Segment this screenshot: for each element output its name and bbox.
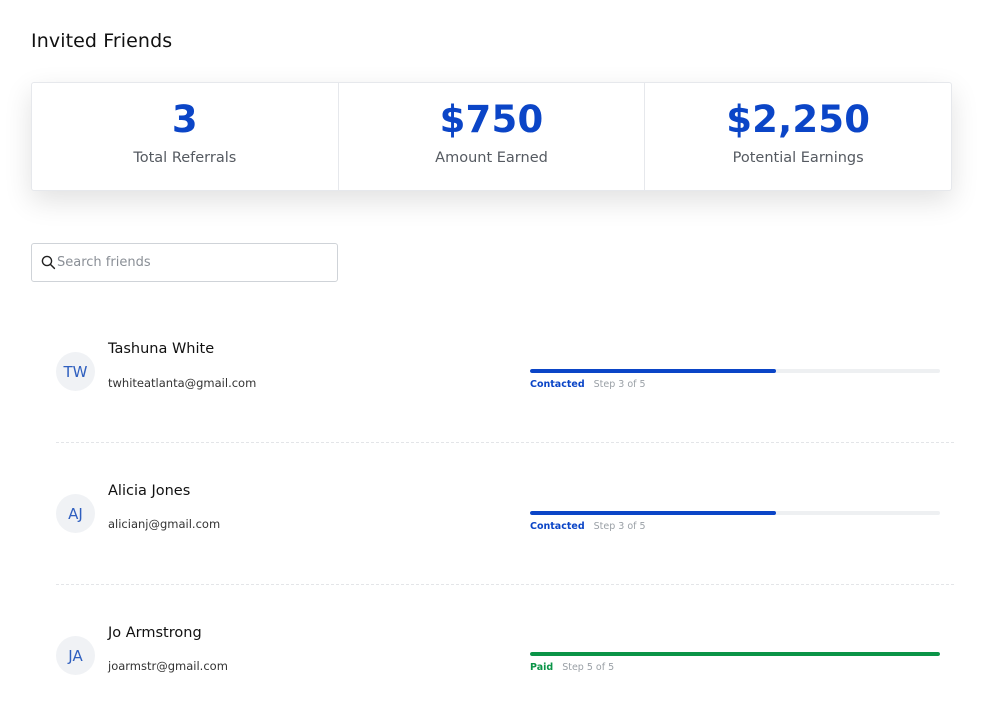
avatar: TW — [56, 352, 95, 391]
avatar: AJ — [56, 494, 95, 533]
step-label: Step 5 of 5 — [562, 662, 615, 673]
search-icon — [41, 255, 56, 270]
stat-value: $750 — [439, 98, 544, 141]
stat-label: Potential Earnings — [732, 150, 864, 166]
progress-fill — [530, 511, 776, 515]
progress-bar — [530, 511, 940, 515]
stat-amount-earned: $750 Amount Earned — [339, 83, 646, 190]
status-label: Contacted — [530, 521, 585, 532]
friend-email: twhiteatlanta@gmail.com — [108, 376, 257, 390]
friend-email: joarmstr@gmail.com — [108, 659, 228, 673]
friend-row[interactable]: TW Tashuna White twhiteatlanta@gmail.com… — [56, 301, 954, 443]
friend-name: Tashuna White — [108, 341, 215, 357]
referral-stats-card: 3 Total Referrals $750 Amount Earned $2,… — [31, 82, 952, 191]
friend-row[interactable]: JA Jo Armstrong joarmstr@gmail.com Paid … — [56, 585, 954, 727]
progress-caption: Paid Step 5 of 5 — [530, 662, 614, 673]
stat-total-referrals: 3 Total Referrals — [32, 83, 339, 190]
stat-value: 3 — [171, 98, 198, 141]
page-title: Invited Friends — [31, 30, 173, 52]
progress-caption: Contacted Step 3 of 5 — [530, 379, 646, 390]
friend-name: Jo Armstrong — [108, 625, 202, 641]
progress-fill — [530, 652, 940, 656]
search-input[interactable] — [57, 255, 317, 270]
stat-potential-earnings: $2,250 Potential Earnings — [645, 83, 951, 190]
stat-label: Total Referrals — [133, 150, 237, 166]
friend-name: Alicia Jones — [108, 483, 191, 499]
avatar: JA — [56, 636, 95, 675]
stat-label: Amount Earned — [435, 150, 548, 166]
progress-bar — [530, 652, 940, 656]
friend-email: alicianj@gmail.com — [108, 517, 221, 531]
status-label: Paid — [530, 662, 554, 673]
progress-bar — [530, 369, 940, 373]
friend-row[interactable]: AJ Alicia Jones alicianj@gmail.com Conta… — [56, 443, 954, 585]
search-box[interactable] — [31, 243, 338, 282]
step-label: Step 3 of 5 — [593, 379, 646, 390]
progress-caption: Contacted Step 3 of 5 — [530, 521, 646, 532]
stat-value: $2,250 — [726, 98, 871, 141]
progress-fill — [530, 369, 776, 373]
status-label: Contacted — [530, 379, 585, 390]
step-label: Step 3 of 5 — [593, 521, 646, 532]
